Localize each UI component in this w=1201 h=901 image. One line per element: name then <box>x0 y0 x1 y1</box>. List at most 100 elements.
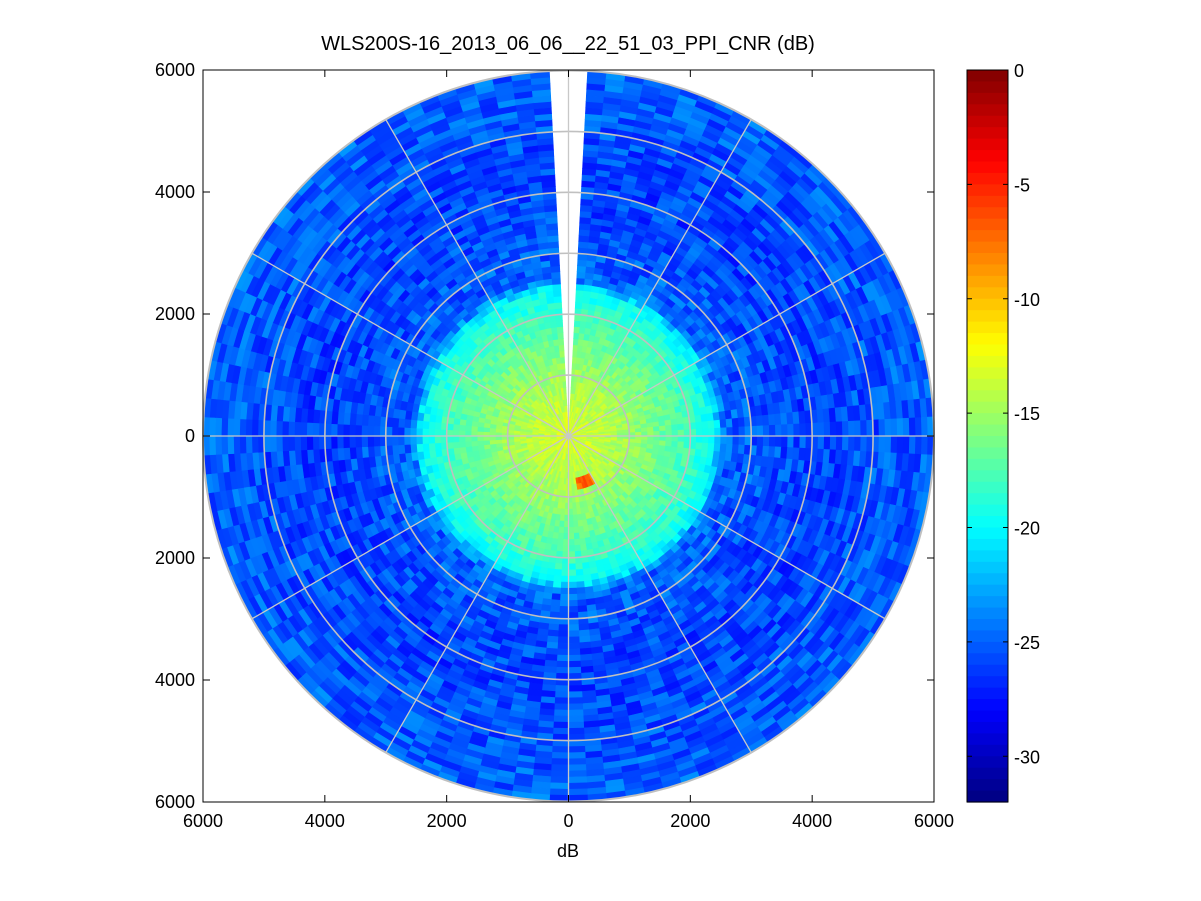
heatmap-cell <box>558 344 565 352</box>
heatmap-cell <box>550 320 558 329</box>
heatmap-cell <box>465 445 473 453</box>
heatmap-cell <box>562 539 569 546</box>
heatmap-cell <box>410 419 418 429</box>
heatmap-cell <box>552 721 569 729</box>
heatmap-cell <box>245 418 253 437</box>
heatmap-cell <box>453 447 461 455</box>
heatmap-cell <box>576 265 587 273</box>
heatmap-cell <box>561 563 569 571</box>
heatmap-cell <box>208 416 216 437</box>
heatmap-cell <box>415 427 423 437</box>
heatmap-cell <box>458 429 466 437</box>
heatmap-cell <box>446 435 454 443</box>
heatmap-cell <box>367 435 375 447</box>
heatmap-cell <box>397 435 405 446</box>
heatmap-cell <box>421 428 429 437</box>
heatmap-cell <box>557 338 565 346</box>
heatmap-cell <box>551 752 569 760</box>
heatmap-cell <box>562 533 569 540</box>
heatmap-cell <box>275 420 283 437</box>
heatmap-cell <box>547 629 559 638</box>
heatmap-cell <box>556 326 564 334</box>
heatmap-cell <box>403 418 412 429</box>
heatmap-cell <box>555 666 569 674</box>
heatmap-cell <box>558 606 569 613</box>
heatmap-cell <box>560 569 569 577</box>
heatmap-cell <box>214 435 223 455</box>
heatmap-cell <box>554 697 569 705</box>
heatmap-cell <box>546 635 559 644</box>
heatmap-cell <box>208 435 216 456</box>
heatmap-cell <box>550 776 569 784</box>
heatmap-cell <box>434 442 442 451</box>
heatmap-cell <box>552 338 560 347</box>
heatmap-cell <box>575 289 585 297</box>
heatmap-cell <box>410 443 418 453</box>
heatmap-cell <box>550 770 569 778</box>
heatmap-cell <box>233 418 241 437</box>
heatmap-cell <box>348 424 356 437</box>
heatmap-cell <box>458 424 466 431</box>
heatmap-cell <box>391 417 400 428</box>
heatmap-cell <box>553 703 569 711</box>
heatmap-cell <box>458 435 466 443</box>
heatmap-cell <box>470 430 478 437</box>
heatmap-cell <box>373 415 382 427</box>
heatmap-cell <box>549 605 560 613</box>
heatmap-cell <box>578 228 591 237</box>
heatmap-cell <box>336 435 344 449</box>
heatmap-cell <box>552 575 562 583</box>
heatmap-cell <box>220 435 229 455</box>
heatmap-cell <box>556 654 569 662</box>
heatmap-cell <box>559 599 569 607</box>
heatmap-cell <box>563 526 569 534</box>
heatmap-cell <box>554 562 563 571</box>
heatmap-cell <box>354 424 362 437</box>
heatmap-cell <box>554 685 569 693</box>
heatmap-cell <box>275 435 283 452</box>
heatmap-cell <box>361 435 369 448</box>
heatmap-cell <box>559 350 565 358</box>
heatmap-cell <box>552 727 569 735</box>
heatmap-cell <box>553 568 562 577</box>
heatmap-cell <box>550 265 561 273</box>
heatmap-cell <box>367 414 375 427</box>
heatmap-cell <box>489 439 497 445</box>
heatmap-cell <box>552 283 562 291</box>
heatmap-cell <box>294 435 302 451</box>
heatmap-cell <box>577 259 588 267</box>
heatmap-cell <box>578 234 590 243</box>
heatmap-cell <box>556 538 564 546</box>
heatmap-cell <box>573 332 580 340</box>
heatmap-cell <box>403 427 411 437</box>
heatmap-cell <box>553 715 569 723</box>
heatmap-cell <box>573 326 581 334</box>
heatmap-cell <box>281 435 289 452</box>
heatmap-cell <box>576 277 586 285</box>
heatmap-cell <box>553 709 569 717</box>
heatmap-cell <box>403 443 412 454</box>
heatmap-cell <box>434 421 442 430</box>
heatmap-cell <box>354 435 362 448</box>
heatmap-cell <box>563 514 569 522</box>
heatmap-cell <box>342 423 350 437</box>
heatmap-cell <box>556 660 569 668</box>
heatmap-cell <box>482 435 490 441</box>
heatmap-cell <box>578 241 590 249</box>
heatmap-cell <box>422 420 430 429</box>
heatmap-cell <box>336 423 344 437</box>
heatmap-cell <box>576 271 587 279</box>
heatmap-cell <box>550 764 569 772</box>
heatmap-cell <box>563 520 569 528</box>
heatmap-cell <box>373 425 381 437</box>
heatmap-cell <box>300 421 308 437</box>
heatmap-cell <box>557 630 569 638</box>
heatmap-cell <box>476 440 485 446</box>
heatmap-cell <box>551 332 559 341</box>
heatmap-cell <box>483 439 491 446</box>
heatmap-cell <box>227 417 235 437</box>
heatmap-cell <box>560 362 566 370</box>
heatmap-cell <box>428 421 436 430</box>
heatmap-cell <box>416 419 424 429</box>
heatmap-cell <box>434 435 442 444</box>
